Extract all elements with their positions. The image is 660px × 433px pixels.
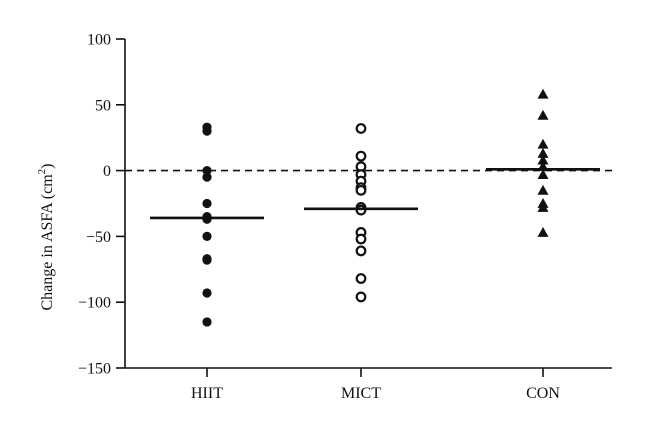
y-axis-title: Change in ASFA (cm2) — [36, 164, 56, 311]
point-hiit — [202, 198, 212, 209]
y-tick-label: 50 — [95, 97, 111, 114]
point-mict — [355, 273, 367, 284]
point-hiit — [202, 166, 212, 176]
point-con — [537, 226, 549, 237]
point-con — [537, 201, 549, 212]
point-mict — [355, 123, 367, 134]
point-con — [537, 147, 549, 158]
y-axis: 100 50 0 −50 −100 −150 — [78, 32, 126, 378]
point-hiit — [202, 255, 212, 265]
data-points — [202, 88, 549, 327]
point-con — [537, 154, 549, 165]
y-tick-label: −50 — [86, 229, 111, 246]
point-mict — [355, 204, 367, 216]
point-mict — [355, 150, 367, 162]
x-axis: HIIT MICT CON — [125, 367, 612, 402]
point-mict — [355, 184, 367, 196]
point-hiit — [202, 172, 212, 182]
y-tick-label: 0 — [103, 163, 111, 180]
point-con — [537, 169, 549, 179]
point-con — [537, 109, 549, 120]
y-tick-label: −100 — [78, 295, 111, 312]
point-con — [537, 88, 549, 99]
y-tick-label: −150 — [78, 361, 111, 378]
x-tick-label: CON — [526, 385, 560, 402]
point-mict — [355, 291, 367, 303]
x-tick-label: MICT — [341, 385, 381, 402]
point-mict — [355, 233, 367, 245]
x-tick-label: HIIT — [191, 385, 223, 402]
point-mict — [355, 245, 367, 257]
point-hiit — [202, 231, 212, 241]
point-hiit — [202, 126, 212, 136]
point-con — [537, 138, 549, 149]
mean-lines — [150, 167, 600, 220]
point-hiit — [202, 288, 212, 298]
point-hiit — [202, 317, 212, 327]
point-con — [537, 184, 549, 195]
point-hiit — [202, 214, 212, 224]
y-tick-label: 100 — [87, 32, 111, 49]
